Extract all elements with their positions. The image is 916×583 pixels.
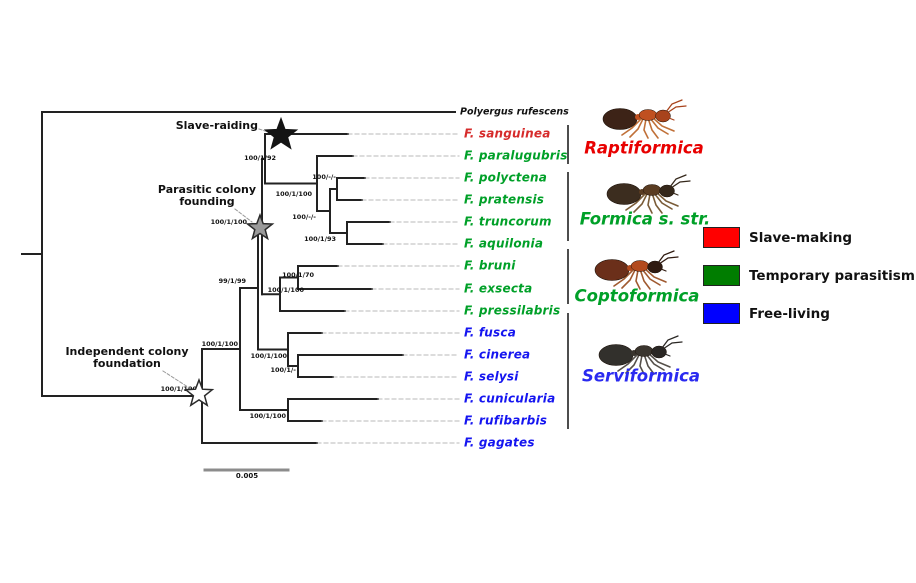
annotation-connector-1 bbox=[234, 208, 253, 223]
legend: Slave-making Temporary parasitism Free-l… bbox=[703, 227, 915, 341]
ant-image-serviformica bbox=[598, 335, 683, 375]
ant-image-raptiformica bbox=[602, 99, 687, 139]
legend-label-free-living: Free-living bbox=[749, 305, 830, 322]
legend-item-temporary-parasitism: Temporary parasitism bbox=[703, 265, 915, 286]
support-value: 100/-/- bbox=[292, 213, 316, 221]
species-label-f-aquilonia: F. aquilonia bbox=[464, 236, 544, 251]
species-label-f-pressilabris: F. pressilabris bbox=[464, 303, 561, 318]
annotation-independent-colony-foundation: Independent colony foundation bbox=[65, 345, 189, 370]
support-value: 100/1/100 bbox=[202, 340, 239, 348]
species-label-f-rufibarbis: F. rufibarbis bbox=[464, 413, 548, 428]
species-label-f-selysi: F. selysi bbox=[464, 369, 519, 384]
species-label-polyergus-rufescens: Polyergus rufescens bbox=[460, 106, 569, 118]
species-label-f-gagates: F. gagates bbox=[464, 435, 535, 450]
legend-item-slave-making: Slave-making bbox=[703, 227, 915, 248]
species-label-f-pratensis: F. pratensis bbox=[464, 192, 545, 207]
species-label-f-truncorum: F. truncorum bbox=[464, 214, 552, 229]
annotation-parasitic-colony-founding: Parasitic colony founding bbox=[157, 183, 257, 208]
legend-swatch-blue bbox=[703, 303, 740, 324]
support-value: 100/1/- bbox=[270, 366, 296, 374]
genus-label-serviformica: Serviformica bbox=[581, 366, 701, 386]
support-value: 100/1/100 bbox=[251, 352, 288, 360]
support-value: 100/-/- bbox=[312, 173, 336, 181]
legend-item-free-living: Free-living bbox=[703, 303, 915, 324]
ant-image-coptoformica bbox=[594, 250, 679, 290]
ant-image-formica-s-str bbox=[606, 174, 691, 214]
species-label-f-fusca: F. fusca bbox=[464, 325, 517, 340]
genus-label-formica-s-str: Formica s. str. bbox=[579, 209, 711, 229]
support-value: 100/1/100 bbox=[161, 385, 198, 393]
species-label-f-bruni: F. bruni bbox=[464, 258, 516, 273]
support-value: 99/1/99 bbox=[219, 277, 247, 285]
species-label-f-exsecta: F. exsecta bbox=[464, 281, 533, 296]
annotation-connector-2 bbox=[162, 370, 192, 390]
species-label-f-sanguinea: F. sanguinea bbox=[464, 126, 551, 141]
species-label-f-cunicularia: F. cunicularia bbox=[464, 391, 556, 406]
species-label-f-paralugubris: F. paralugubris bbox=[464, 148, 568, 163]
legend-label-slave-making: Slave-making bbox=[749, 229, 853, 246]
support-value: 100/1/100 bbox=[211, 218, 248, 226]
genus-label-raptiformica: Raptiformica bbox=[584, 138, 704, 158]
support-value: 100/1/93 bbox=[304, 235, 336, 243]
annotation-slave-raiding: Slave-raiding bbox=[175, 119, 258, 132]
genus-label-coptoformica: Coptoformica bbox=[574, 286, 700, 306]
support-value: 100/1/100 bbox=[276, 190, 313, 198]
scale-bar-label: 0.005 bbox=[235, 472, 259, 480]
legend-swatch-green bbox=[703, 265, 740, 286]
independent-star bbox=[183, 377, 215, 408]
support-value: 100/1/70 bbox=[282, 271, 314, 279]
legend-label-temporary-parasitism: Temporary parasitism bbox=[749, 267, 915, 284]
species-label-f-cinerea: F. cinerea bbox=[464, 347, 531, 362]
support-value: 100/1/100 bbox=[250, 412, 287, 420]
legend-swatch-red bbox=[703, 227, 740, 248]
species-label-f-polyctena: F. polyctena bbox=[464, 170, 548, 185]
support-value: 100/1/100 bbox=[268, 286, 305, 294]
slave-raiding-star bbox=[263, 116, 299, 150]
parasitic-star bbox=[245, 212, 275, 241]
support-value: 100/1/92 bbox=[244, 154, 276, 162]
